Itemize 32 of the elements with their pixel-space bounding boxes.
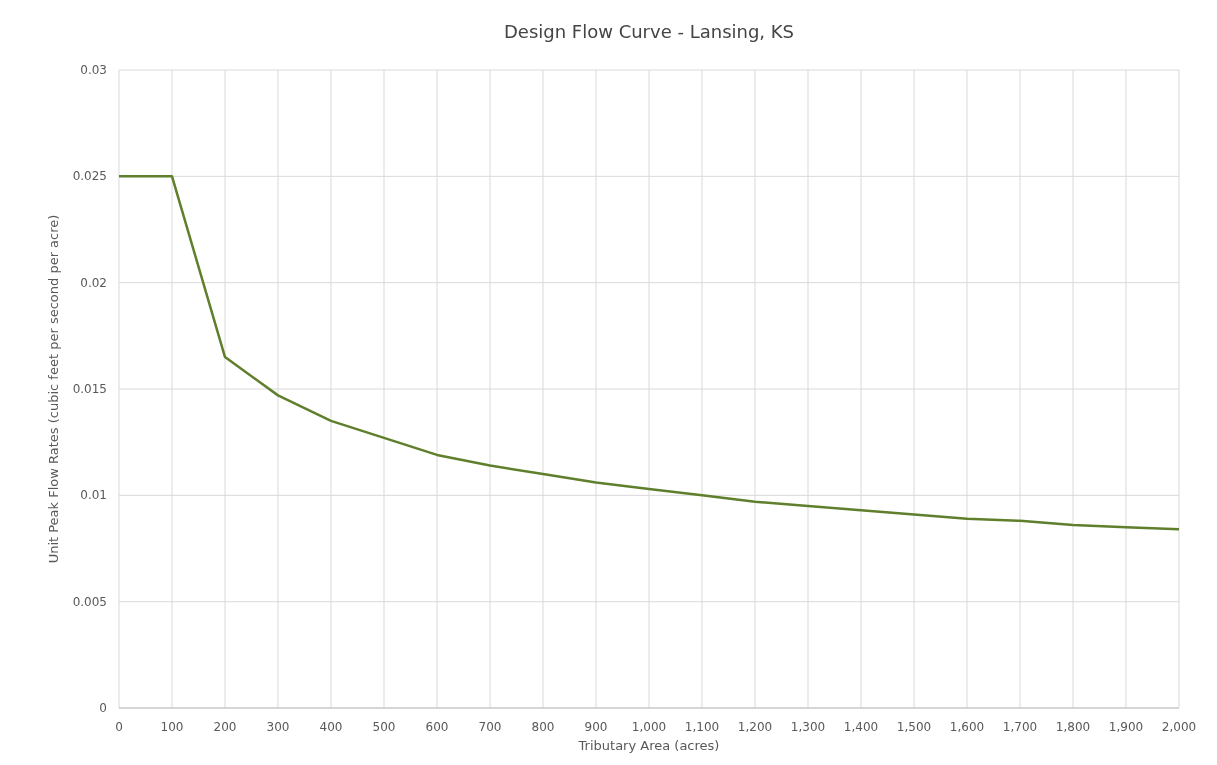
y-axis-title: Unit Peak Flow Rates (cubic feet per second per acre) <box>46 214 61 564</box>
y-tick-label: 0.03 <box>80 63 107 77</box>
x-tick-label: 400 <box>319 720 343 734</box>
x-tick-label: 1,100 <box>684 720 720 734</box>
x-tick-label: 1,500 <box>896 720 932 734</box>
x-tick-label: 200 <box>213 720 237 734</box>
x-tick-label: 1,400 <box>843 720 879 734</box>
x-tick-label: 1,000 <box>631 720 667 734</box>
x-tick-label: 1,800 <box>1055 720 1091 734</box>
x-tick-label: 0 <box>115 720 123 734</box>
x-tick-label: 1,300 <box>790 720 826 734</box>
y-tick-label: 0.015 <box>72 382 107 396</box>
x-tick-label: 100 <box>160 720 184 734</box>
x-tick-label: 800 <box>531 720 555 734</box>
x-tick-label: 1,900 <box>1108 720 1144 734</box>
y-tick-label: 0.025 <box>72 169 107 184</box>
x-axis-title: Tributary Area (acres) <box>577 738 720 753</box>
x-tick-label: 2,000 <box>1161 720 1197 734</box>
chart-title: Design Flow Curve - Lansing, KS <box>503 21 795 42</box>
x-tick-label: 300 <box>266 720 290 734</box>
x-tick-label: 500 <box>372 720 396 734</box>
y-tick-label: 0.02 <box>80 275 107 290</box>
y-tick-label: 0.005 <box>72 594 107 609</box>
x-tick-label: 600 <box>425 720 449 734</box>
x-tick-label: 700 <box>478 720 502 734</box>
x-tick-label: 1,600 <box>949 720 985 734</box>
x-tick-label: 900 <box>584 720 608 734</box>
x-tick-label: 1,200 <box>737 720 773 734</box>
x-tick-label: 1,700 <box>1002 720 1038 734</box>
line-series <box>117 175 1181 531</box>
y-tick-label: 0 <box>99 701 107 715</box>
y-tick-label: 0.01 <box>80 488 107 503</box>
